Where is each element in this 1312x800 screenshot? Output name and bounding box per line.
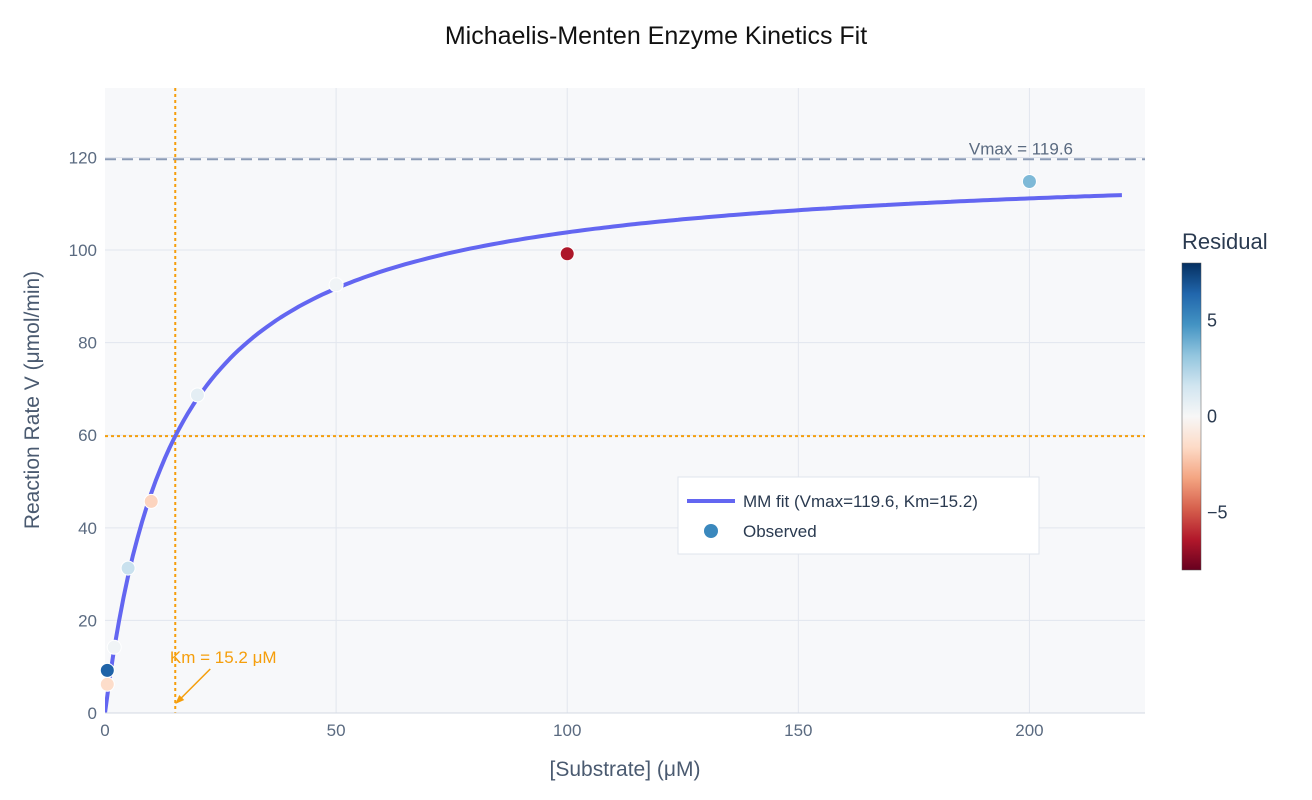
- legend-observed-label: Observed: [743, 522, 817, 541]
- colorbar-ticks: 5 0 −5: [1207, 311, 1228, 523]
- colorbar: Residual 5 0 −5: [1181, 229, 1268, 571]
- observed-point: [1021, 174, 1037, 190]
- y-tick-label: 60: [78, 426, 97, 445]
- legend[interactable]: MM fit (Vmax=119.6, Km=15.2) Observed: [677, 476, 1040, 555]
- vmax-annotation: Vmax = 119.6: [969, 139, 1073, 158]
- colorbar-tick-label: 0: [1207, 407, 1217, 427]
- km-arrowhead: [175, 695, 185, 704]
- chart-title: Michaelis-Menten Enzyme Kinetics Fit: [445, 22, 867, 50]
- x-tick-label: 100: [553, 721, 581, 740]
- observed-point: [189, 387, 205, 403]
- y-axis-title: Reaction Rate V (μmol/min): [21, 271, 44, 529]
- axes: 0 50 100 150 200 0 20 40 60 80 100 120: [69, 148, 1145, 740]
- grid: [105, 88, 1145, 713]
- fit-curve-layer: [105, 193, 1122, 713]
- km-arrow-line: [177, 668, 211, 702]
- x-tick-label: 50: [327, 721, 346, 740]
- y-tick-label: 120: [69, 148, 97, 167]
- annotations: Vmax = 119.6 Km = 15.2 μM: [170, 139, 1073, 704]
- observed-point: [559, 246, 575, 262]
- observed-point: [143, 493, 159, 509]
- x-axis-title: [Substrate] (μM): [550, 758, 701, 781]
- legend-fit-label: MM fit (Vmax=119.6, Km=15.2): [743, 492, 978, 511]
- legend-box: [677, 476, 1040, 555]
- x-tick-label: 0: [100, 721, 109, 740]
- x-tick-label: 200: [1015, 721, 1043, 740]
- legend-observed-swatch: [704, 524, 718, 538]
- colorbar-tick-label: 5: [1207, 311, 1217, 331]
- colorbar-tick-label: −5: [1207, 502, 1228, 522]
- km-annotation: Km = 15.2 μM: [170, 648, 277, 667]
- colorbar-gradient: [1181, 262, 1202, 571]
- observed-point: [106, 639, 122, 655]
- observed-point: [120, 560, 136, 576]
- observed-points-layer: [99, 174, 1037, 692]
- x-tick-label: 150: [784, 721, 812, 740]
- observed-point: [99, 662, 115, 678]
- y-tick-label: 20: [78, 611, 97, 630]
- fit-curve: [105, 193, 1122, 713]
- reference-lines: [105, 88, 1145, 713]
- y-tick-label: 0: [88, 704, 97, 723]
- colorbar-title: Residual: [1182, 229, 1268, 254]
- plot-area: [105, 88, 1145, 713]
- y-tick-label: 100: [69, 241, 97, 260]
- observed-point: [328, 277, 344, 293]
- y-tick-label: 40: [78, 519, 97, 538]
- y-tick-label: 80: [78, 334, 97, 353]
- observed-point: [99, 676, 115, 692]
